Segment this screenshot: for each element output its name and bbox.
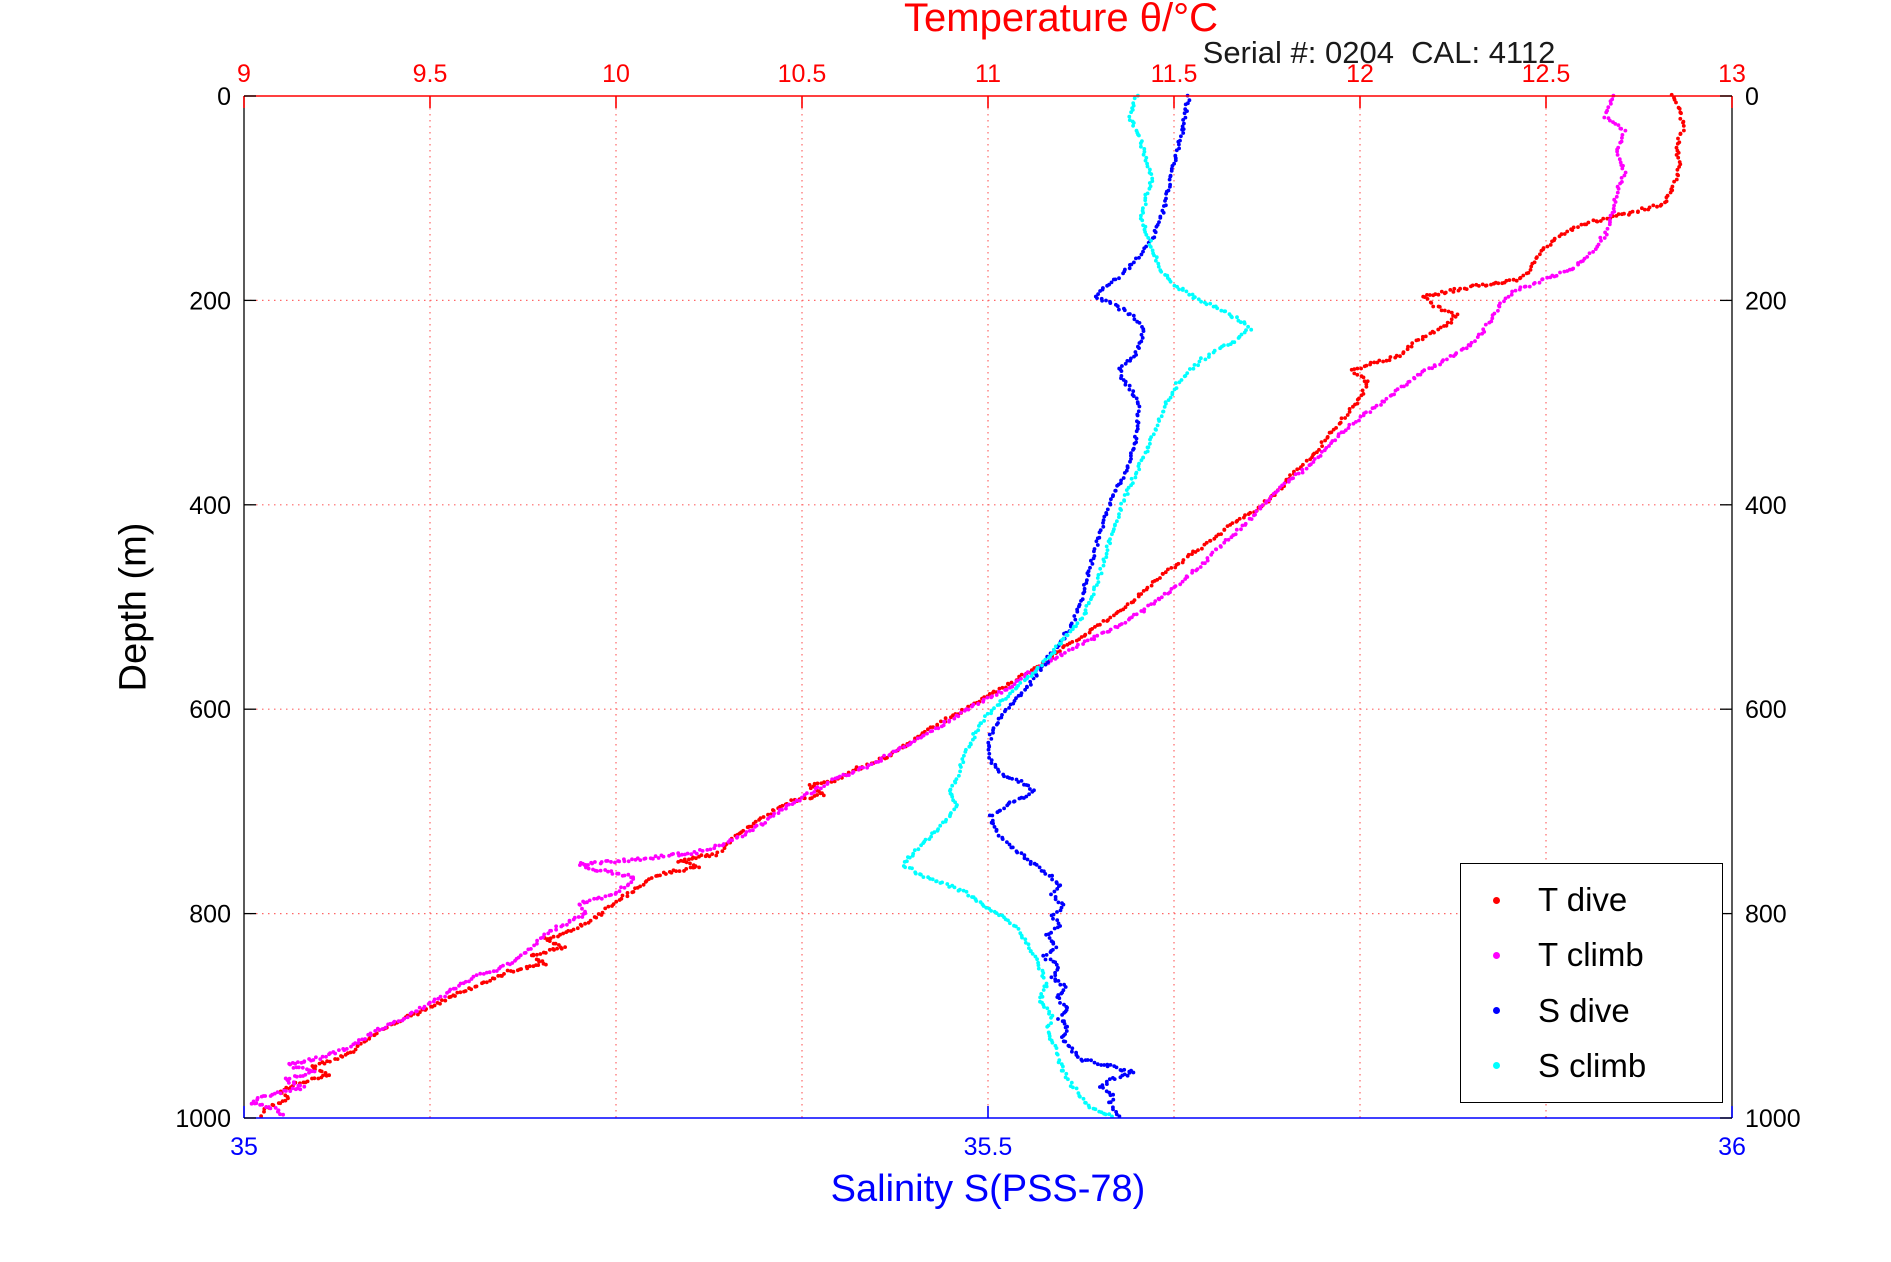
salinity-tick-label: 36 [1718,1133,1746,1161]
tick-marks [243,95,1733,1119]
salinity-axis-label: Salinity S(PSS-78) [830,1168,1146,1210]
depth-tick-label-left: 200 [189,287,231,315]
t-dive-marker-icon [1493,896,1500,904]
series-t-climb [249,93,1628,1117]
serial-annotation: Serial #: 0204 CAL: 4112 [1202,35,1556,70]
depth-tick-label-right: 800 [1745,901,1787,929]
depth-tick-label-right: 600 [1745,696,1787,724]
legend-item-t-dive: T dive [1461,881,1722,919]
legend-label-s-climb: S climb [1538,1046,1647,1084]
legend-item-t-climb: T climb [1461,936,1722,974]
temp-tick-label: 9 [237,60,251,88]
legend-item-s-climb: S climb [1461,1047,1722,1085]
temp-tick-label: 13 [1718,60,1746,88]
tick-labels: 9 9.5 10 10.5 11 11.5 12 12.5 13 35 35.5 36 0 200 400 6… [175,60,1800,1161]
series-s-dive [986,93,1192,1119]
salinity-tick-label: 35 [230,1133,258,1161]
temp-tick-label: 10.5 [778,60,827,88]
depth-tick-label-left: 400 [189,492,231,520]
legend-label-t-dive: T dive [1538,881,1628,919]
depth-tick-label-left: 0 [217,83,231,111]
legend-label-s-dive: S dive [1538,991,1630,1029]
s-climb-marker-icon [1493,1062,1500,1070]
temp-tick-label: 10 [602,60,630,88]
legend: T dive T climb S dive S climb [1460,863,1723,1103]
temp-tick-label: 12 [1346,60,1374,88]
temp-tick-label: 12.5 [1522,60,1571,88]
depth-tick-label-left: 600 [189,696,231,724]
grid-lines [244,96,1732,1118]
temp-tick-label: 11 [975,60,1001,88]
depth-tick-label-right: 1000 [1745,1105,1801,1133]
legend-item-s-dive: S dive [1461,992,1722,1030]
s-dive-marker-icon [1493,1007,1500,1015]
legend-label-t-climb: T climb [1538,936,1644,974]
depth-tick-label-right: 200 [1745,287,1787,315]
depth-tick-label-left: 1000 [175,1105,231,1133]
depth-tick-label-right: 400 [1745,492,1787,520]
salinity-tick-label: 35.5 [964,1133,1013,1161]
temp-tick-label: 9.5 [413,60,448,88]
t-climb-marker-icon [1493,951,1500,959]
depth-tick-label-right: 0 [1745,83,1759,111]
temp-tick-label: 11.5 [1151,60,1198,88]
chart-title: Temperature θ/°C [904,0,1218,40]
depth-tick-label-left: 800 [189,901,231,929]
